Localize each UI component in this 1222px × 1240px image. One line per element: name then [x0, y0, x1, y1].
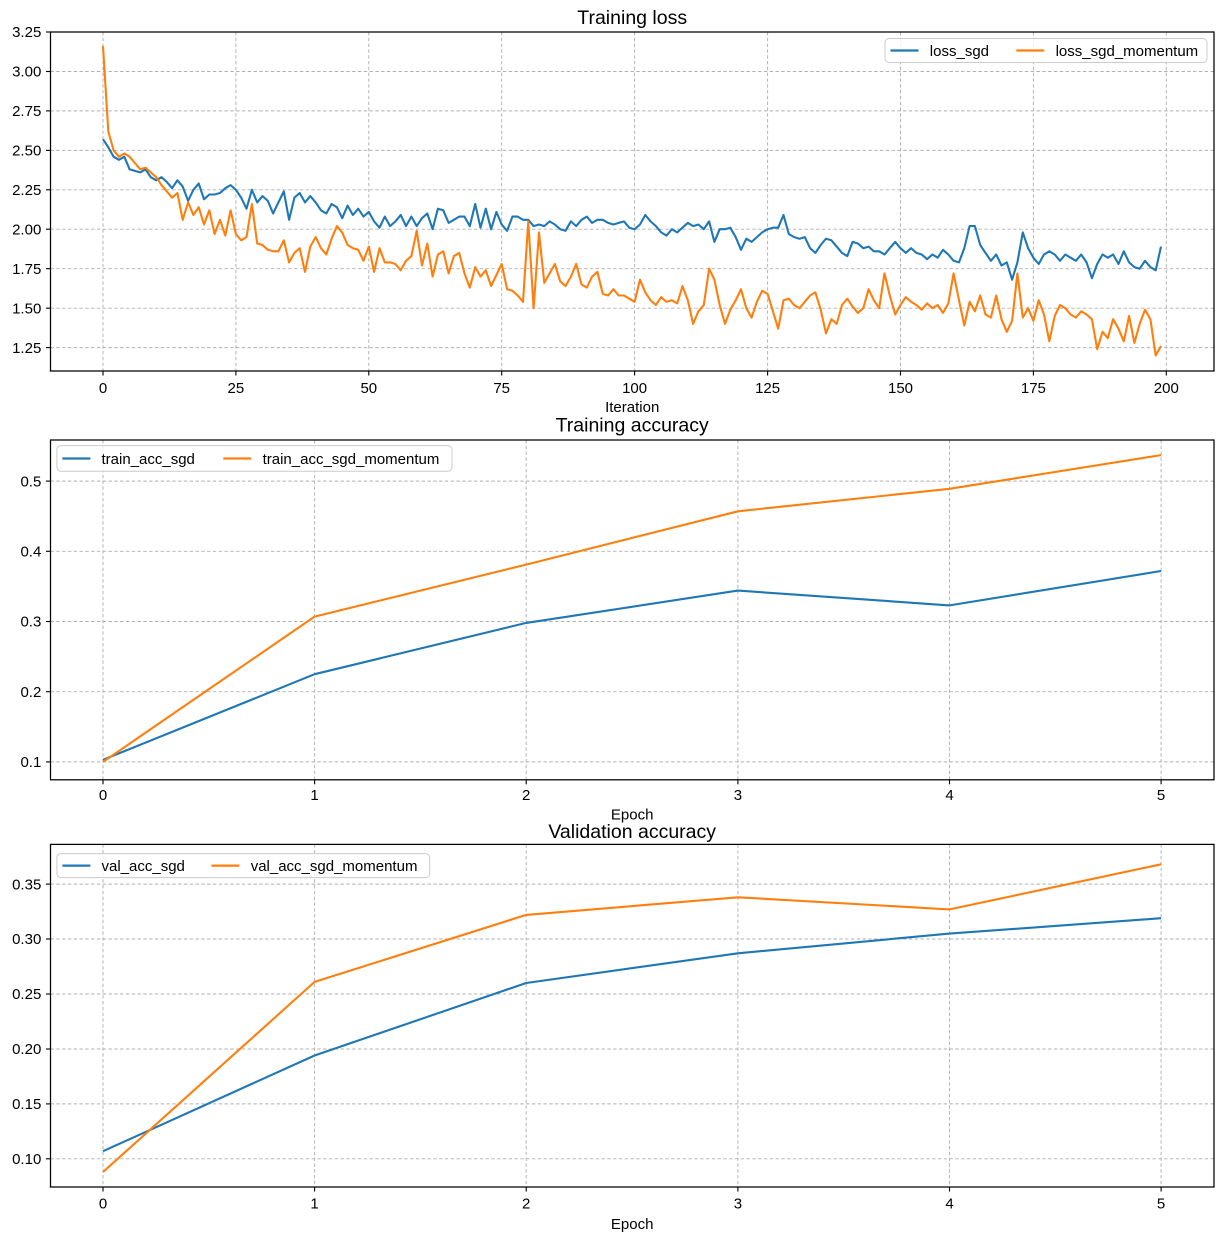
- svg-text:25: 25: [228, 380, 245, 397]
- svg-text:1.50: 1.50: [12, 300, 41, 317]
- svg-text:4: 4: [945, 787, 953, 804]
- svg-text:175: 175: [1021, 380, 1046, 397]
- svg-text:2: 2: [522, 787, 530, 804]
- svg-text:1.75: 1.75: [12, 261, 41, 278]
- svg-text:125: 125: [755, 380, 780, 397]
- svg-text:1: 1: [310, 787, 318, 804]
- svg-text:1: 1: [310, 1196, 318, 1213]
- svg-text:Training accuracy: Training accuracy: [556, 415, 709, 437]
- svg-text:0.10: 0.10: [12, 1151, 41, 1168]
- svg-text:200: 200: [1154, 380, 1179, 397]
- svg-text:0: 0: [99, 1196, 107, 1213]
- svg-text:150: 150: [888, 380, 913, 397]
- svg-text:3.25: 3.25: [12, 24, 41, 41]
- svg-text:75: 75: [493, 380, 510, 397]
- svg-text:2.50: 2.50: [12, 143, 41, 160]
- svg-text:0.35: 0.35: [12, 876, 41, 893]
- svg-text:3: 3: [734, 1196, 742, 1213]
- svg-text:1.25: 1.25: [12, 340, 41, 357]
- svg-text:Epoch: Epoch: [611, 1216, 654, 1233]
- svg-text:0.1: 0.1: [20, 754, 41, 771]
- svg-text:loss_sgd_momentum: loss_sgd_momentum: [1056, 43, 1199, 60]
- svg-text:train_acc_sgd_momentum: train_acc_sgd_momentum: [263, 451, 440, 468]
- svg-text:4: 4: [945, 1196, 953, 1213]
- svg-text:2.25: 2.25: [12, 182, 41, 199]
- svg-text:Iteration: Iteration: [605, 399, 659, 416]
- svg-text:3: 3: [734, 787, 742, 804]
- svg-text:0.3: 0.3: [20, 614, 41, 631]
- svg-text:Validation accuracy: Validation accuracy: [548, 821, 716, 843]
- svg-text:0.30: 0.30: [12, 931, 41, 948]
- svg-text:0: 0: [99, 380, 107, 397]
- svg-text:3.00: 3.00: [12, 64, 41, 81]
- svg-text:0.5: 0.5: [20, 473, 41, 490]
- svg-text:Training loss: Training loss: [577, 7, 687, 29]
- svg-text:2: 2: [522, 1196, 530, 1213]
- svg-text:val_acc_sgd: val_acc_sgd: [102, 858, 185, 875]
- svg-text:50: 50: [360, 380, 377, 397]
- svg-text:2.00: 2.00: [12, 221, 41, 238]
- svg-text:train_acc_sgd: train_acc_sgd: [102, 451, 195, 468]
- svg-text:5: 5: [1157, 787, 1165, 804]
- svg-text:5: 5: [1157, 1196, 1165, 1213]
- svg-text:0.4: 0.4: [20, 544, 41, 561]
- svg-text:100: 100: [622, 380, 647, 397]
- svg-text:Epoch: Epoch: [611, 807, 654, 824]
- svg-text:0.20: 0.20: [12, 1041, 41, 1058]
- svg-text:0: 0: [99, 787, 107, 804]
- svg-text:0.15: 0.15: [12, 1096, 41, 1113]
- svg-text:loss_sgd: loss_sgd: [930, 43, 989, 60]
- svg-text:2.75: 2.75: [12, 103, 41, 120]
- svg-text:val_acc_sgd_momentum: val_acc_sgd_momentum: [251, 858, 418, 875]
- svg-text:0.25: 0.25: [12, 986, 41, 1003]
- svg-text:0.2: 0.2: [20, 684, 41, 701]
